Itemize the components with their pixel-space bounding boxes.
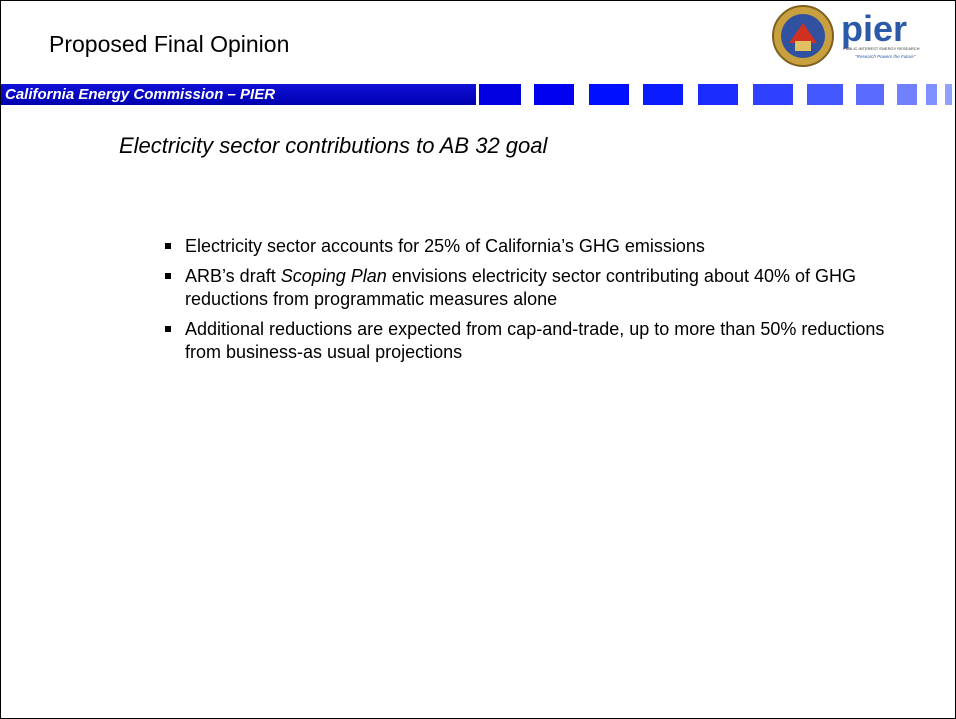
pier-logo: pier PUBLIC INTEREST ENERGY RESEARCH "Re… xyxy=(772,5,920,67)
bullet-list: Electricity sector accounts for 25% of C… xyxy=(165,235,895,371)
deco-square xyxy=(698,84,738,105)
bullet-text: Additional reductions are expected from … xyxy=(185,319,885,362)
deco-square xyxy=(643,84,683,105)
bullet: Electricity sector accounts for 25% of C… xyxy=(165,235,890,258)
deco-square xyxy=(897,84,917,105)
deco-square xyxy=(589,84,629,105)
bullet-text: Electricity sector accounts for 25% of C… xyxy=(185,236,705,256)
subtitle-bar xyxy=(1,84,476,105)
bullet-text: Scoping Plan xyxy=(280,266,387,286)
seal-emblem xyxy=(789,23,817,43)
bullet: ARB’s draft Scoping Plan envisions elect… xyxy=(165,265,890,311)
slide-title: Proposed Final Opinion xyxy=(49,31,290,57)
deco-square xyxy=(926,84,937,105)
bullet: Additional reductions are expected from … xyxy=(165,318,890,364)
bullet-text: ARB’s draft xyxy=(185,266,281,286)
deco-square xyxy=(753,84,793,105)
logo-tagline-bottom: "Research Powers the Future" xyxy=(855,54,916,59)
deco-square xyxy=(534,84,574,105)
section-heading: Electricity sector contributions to AB 3… xyxy=(119,133,548,158)
logo-tagline-top: PUBLIC INTEREST ENERGY RESEARCH xyxy=(843,46,920,51)
deco-square xyxy=(807,84,843,105)
deco-square xyxy=(856,84,884,105)
seal-shield xyxy=(795,41,811,51)
deco-square xyxy=(479,84,521,105)
subtitle: California Energy Commission – PIER xyxy=(5,86,276,103)
bullet-text: envisions electricity sector contributin… xyxy=(185,266,857,309)
logo-name: pier xyxy=(841,8,907,49)
deco-square xyxy=(945,84,952,105)
